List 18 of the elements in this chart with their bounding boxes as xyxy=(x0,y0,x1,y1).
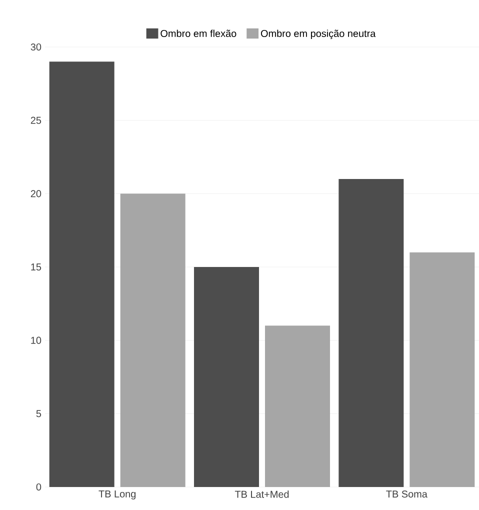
y-tick-label: 10 xyxy=(31,336,42,344)
bar xyxy=(338,179,404,487)
legend-label: Ombro em flexão xyxy=(160,30,236,38)
bar xyxy=(265,326,330,487)
bar xyxy=(410,252,475,487)
x-tick-label: TB Lat+Med xyxy=(234,490,289,498)
y-tick-label: 0 xyxy=(36,483,42,491)
bar xyxy=(49,62,114,487)
y-tick-label: 5 xyxy=(36,410,42,418)
y-tick-label: 15 xyxy=(31,264,42,270)
bar xyxy=(194,267,260,487)
legend-label: Ombro em posição neutra xyxy=(260,30,376,40)
bar xyxy=(120,194,186,487)
x-tick-label: TB Long xyxy=(98,490,136,500)
y-tick-label: 25 xyxy=(30,116,42,124)
x-tick-label: TB Soma xyxy=(386,490,428,498)
y-tick-label: 20 xyxy=(30,190,42,198)
y-tick-label: 30 xyxy=(30,43,42,51)
